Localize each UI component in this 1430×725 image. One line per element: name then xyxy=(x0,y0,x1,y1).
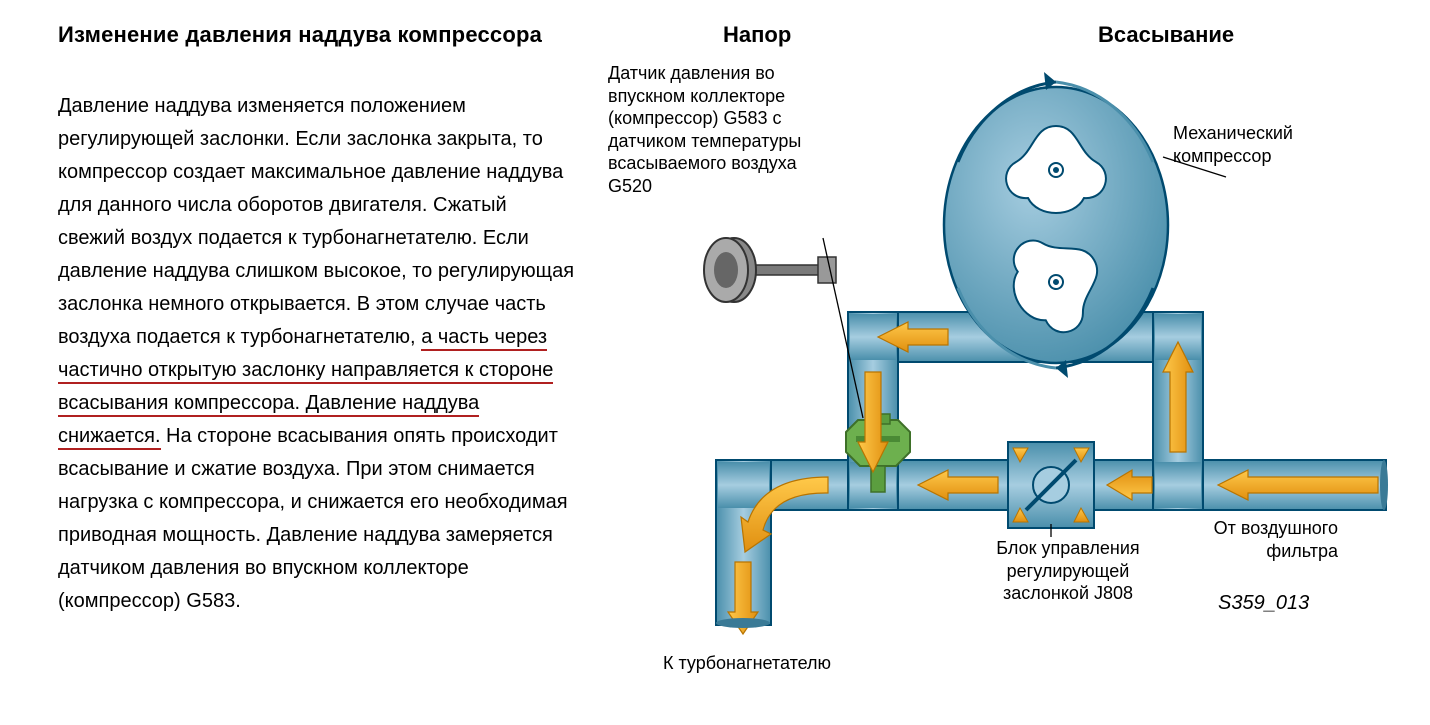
pipe-corner-fill5 xyxy=(1155,462,1201,508)
pipe-cap-bottom xyxy=(716,618,770,628)
body-post: На стороне всасывания опять происходит в… xyxy=(58,425,568,612)
body-pre: Давление наддува изменяется положением р… xyxy=(58,95,574,348)
body-text: Давление наддува изменяется положением р… xyxy=(58,90,578,618)
page-title: Изменение давления наддува компрессора xyxy=(58,22,578,48)
pulley-icon xyxy=(704,238,836,302)
pipe-cap-right xyxy=(1380,460,1388,510)
leader-compressor xyxy=(1163,157,1226,177)
compressor-diagram xyxy=(608,22,1388,702)
diagram-panel: Напор Всасывание Датчик давления во впус… xyxy=(608,22,1390,715)
valve-icon xyxy=(1008,442,1094,528)
